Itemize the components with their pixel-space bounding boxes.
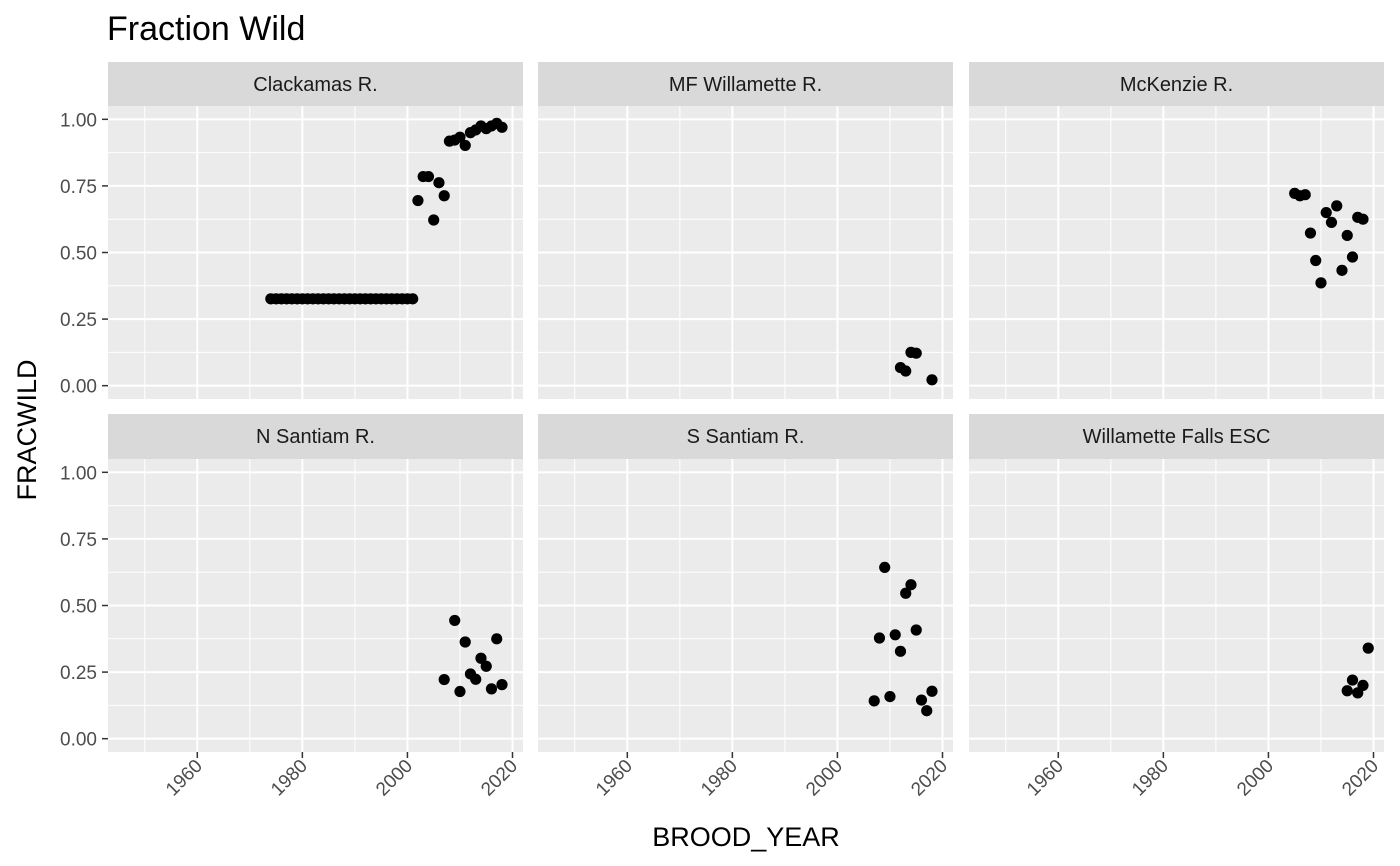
facet-panel: McKenzie R.	[969, 62, 1384, 399]
y-axis-title: FRACWILD	[12, 360, 42, 501]
y-tick-label: 0.50	[60, 597, 97, 618]
y-tick-label: 0.00	[60, 730, 97, 751]
data-point	[438, 190, 450, 202]
data-point	[485, 683, 498, 695]
data-point	[454, 131, 466, 143]
data-point	[1346, 251, 1359, 263]
x-tick-label: 1960	[592, 756, 637, 801]
x-axis-title: BROOD_YEAR	[652, 822, 840, 852]
y-tick-label: 0.25	[60, 663, 97, 684]
data-point	[1336, 264, 1348, 276]
data-point	[496, 121, 508, 133]
data-point	[868, 695, 880, 707]
data-point	[1310, 254, 1322, 267]
data-point	[873, 632, 886, 644]
facet-strip	[538, 62, 953, 106]
data-point	[1315, 277, 1327, 289]
x-tick-label: 2020	[477, 756, 522, 801]
facet-strip	[538, 414, 953, 459]
data-point	[480, 660, 492, 672]
data-point	[889, 629, 901, 641]
x-tick-label: 2020	[907, 756, 952, 801]
data-point	[910, 624, 922, 636]
data-point	[900, 365, 912, 377]
data-point	[407, 293, 419, 305]
data-point	[915, 694, 928, 706]
data-point	[454, 685, 466, 698]
data-point	[1320, 206, 1332, 219]
x-tick-label: 2000	[802, 756, 847, 801]
data-point	[412, 194, 424, 207]
facet-panel: Clackamas R. 0.00 0.25 0.50 0.75 1.00	[60, 62, 523, 399]
x-tick-label: 1980	[267, 756, 312, 801]
chart-title: Fraction Wild	[107, 10, 305, 48]
facet-strip-label: Clackamas R.	[253, 74, 377, 96]
data-point	[894, 645, 907, 657]
y-tick-label: 1.00	[60, 463, 97, 484]
y-tick-label: 0.75	[60, 177, 97, 198]
data-point	[1357, 679, 1369, 692]
data-point	[470, 673, 482, 685]
data-point	[926, 685, 938, 697]
facet-strip	[969, 62, 1384, 106]
data-point	[1346, 674, 1359, 686]
data-point	[905, 579, 917, 591]
data-point	[491, 633, 503, 645]
x-tick-label: 1980	[697, 756, 742, 801]
data-point	[1331, 200, 1343, 212]
data-point	[459, 139, 471, 152]
data-point	[449, 614, 461, 627]
facet-strip	[108, 62, 523, 106]
data-point	[433, 177, 445, 189]
data-point	[1325, 216, 1338, 229]
facet-strip-label: McKenzie R.	[1120, 74, 1233, 96]
facet-panel: Willamette Falls ESC 1960 1980 2000 2020	[969, 414, 1384, 800]
data-point	[1357, 213, 1369, 225]
data-point	[1362, 642, 1374, 654]
data-point	[1299, 189, 1311, 201]
data-point	[1341, 685, 1353, 697]
facet-strip-label: N Santiam R.	[256, 426, 375, 448]
data-point	[428, 214, 440, 226]
data-point	[910, 347, 922, 359]
facet-strip	[108, 414, 523, 459]
facet-strip-label: MF Willamette R.	[669, 74, 822, 96]
x-tick-label: 2020	[1338, 756, 1383, 801]
y-tick-label: 0.00	[60, 377, 97, 398]
data-point	[438, 673, 450, 686]
x-tick-label: 1960	[1023, 756, 1068, 801]
data-point	[879, 561, 891, 574]
x-tick-label: 2000	[372, 756, 417, 801]
y-tick-label: 0.50	[60, 244, 97, 265]
y-tick-label: 1.00	[60, 110, 97, 131]
facet-strip-label: Willamette Falls ESC	[1083, 426, 1271, 448]
y-tick-label: 0.75	[60, 530, 97, 551]
x-tick-label: 1980	[1128, 756, 1173, 801]
facet-strip	[969, 414, 1384, 459]
data-point	[1341, 229, 1353, 242]
x-tick-label: 1960	[162, 756, 207, 801]
facet-panels: Clackamas R. 0.00 0.25 0.50 0.75 1.00 MF Willa…	[60, 62, 1384, 800]
facet-panel: N Santiam R. 0.00 0.25 0.50 0.75 1.00 1960 1980…	[60, 414, 523, 800]
data-point	[459, 636, 471, 648]
facet-panel: MF Willamette R.	[538, 62, 953, 399]
data-point	[900, 587, 912, 599]
data-point	[496, 679, 508, 691]
data-point	[422, 170, 435, 183]
facet-panel: S Santiam R. 1960 1980 2000 2020	[538, 414, 953, 800]
facet-strip-label: S Santiam R.	[687, 426, 805, 448]
data-point	[926, 374, 938, 386]
x-tick-label: 2000	[1233, 756, 1278, 801]
data-point	[475, 652, 487, 664]
data-point	[884, 690, 896, 703]
data-point	[921, 705, 933, 717]
y-tick-label: 0.25	[60, 310, 97, 331]
data-point	[1304, 227, 1317, 239]
